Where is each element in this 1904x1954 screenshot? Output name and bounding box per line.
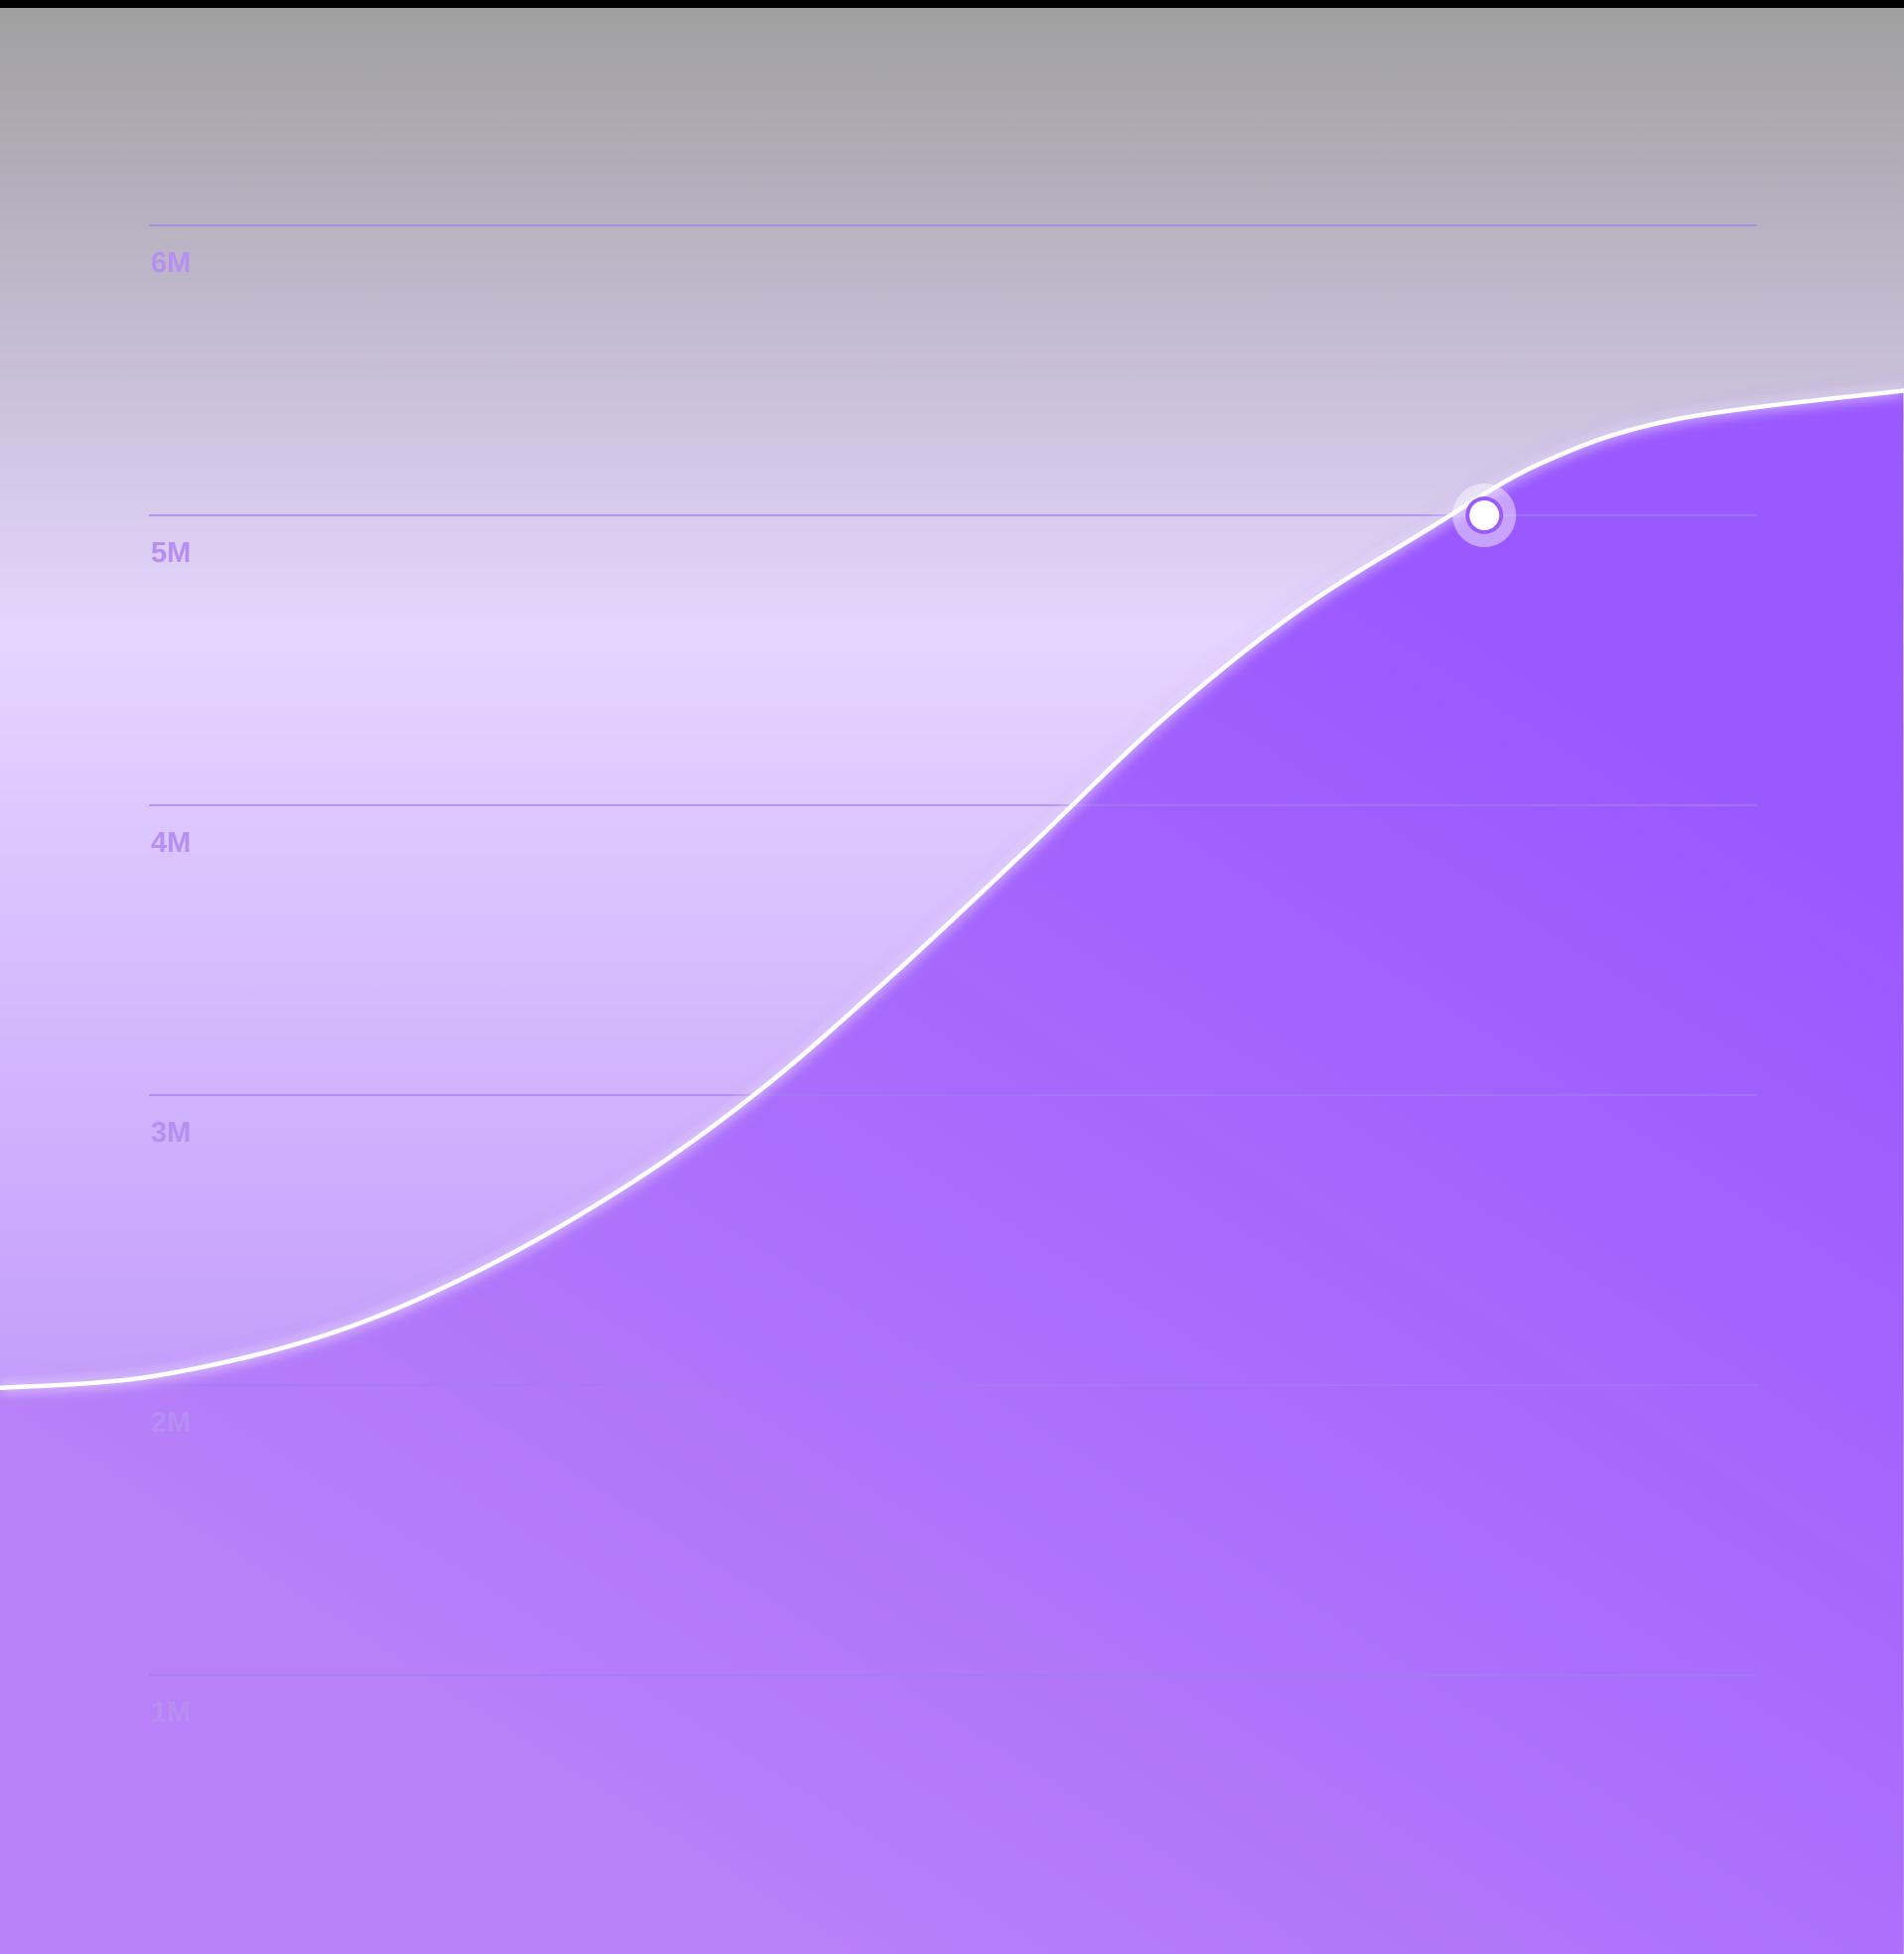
y-tick-label: 4M bbox=[151, 827, 191, 859]
series-line bbox=[0, 388, 1904, 1391]
highlight-point[interactable] bbox=[1469, 500, 1500, 530]
y-tick-label: 3M bbox=[151, 1117, 191, 1149]
y-tick-label: 2M bbox=[151, 1407, 191, 1439]
series-area bbox=[0, 390, 1903, 1954]
y-tick-label: 1M bbox=[151, 1697, 191, 1729]
y-tick-label: 6M bbox=[151, 247, 191, 279]
y-tick-label: 5M bbox=[151, 537, 191, 569]
